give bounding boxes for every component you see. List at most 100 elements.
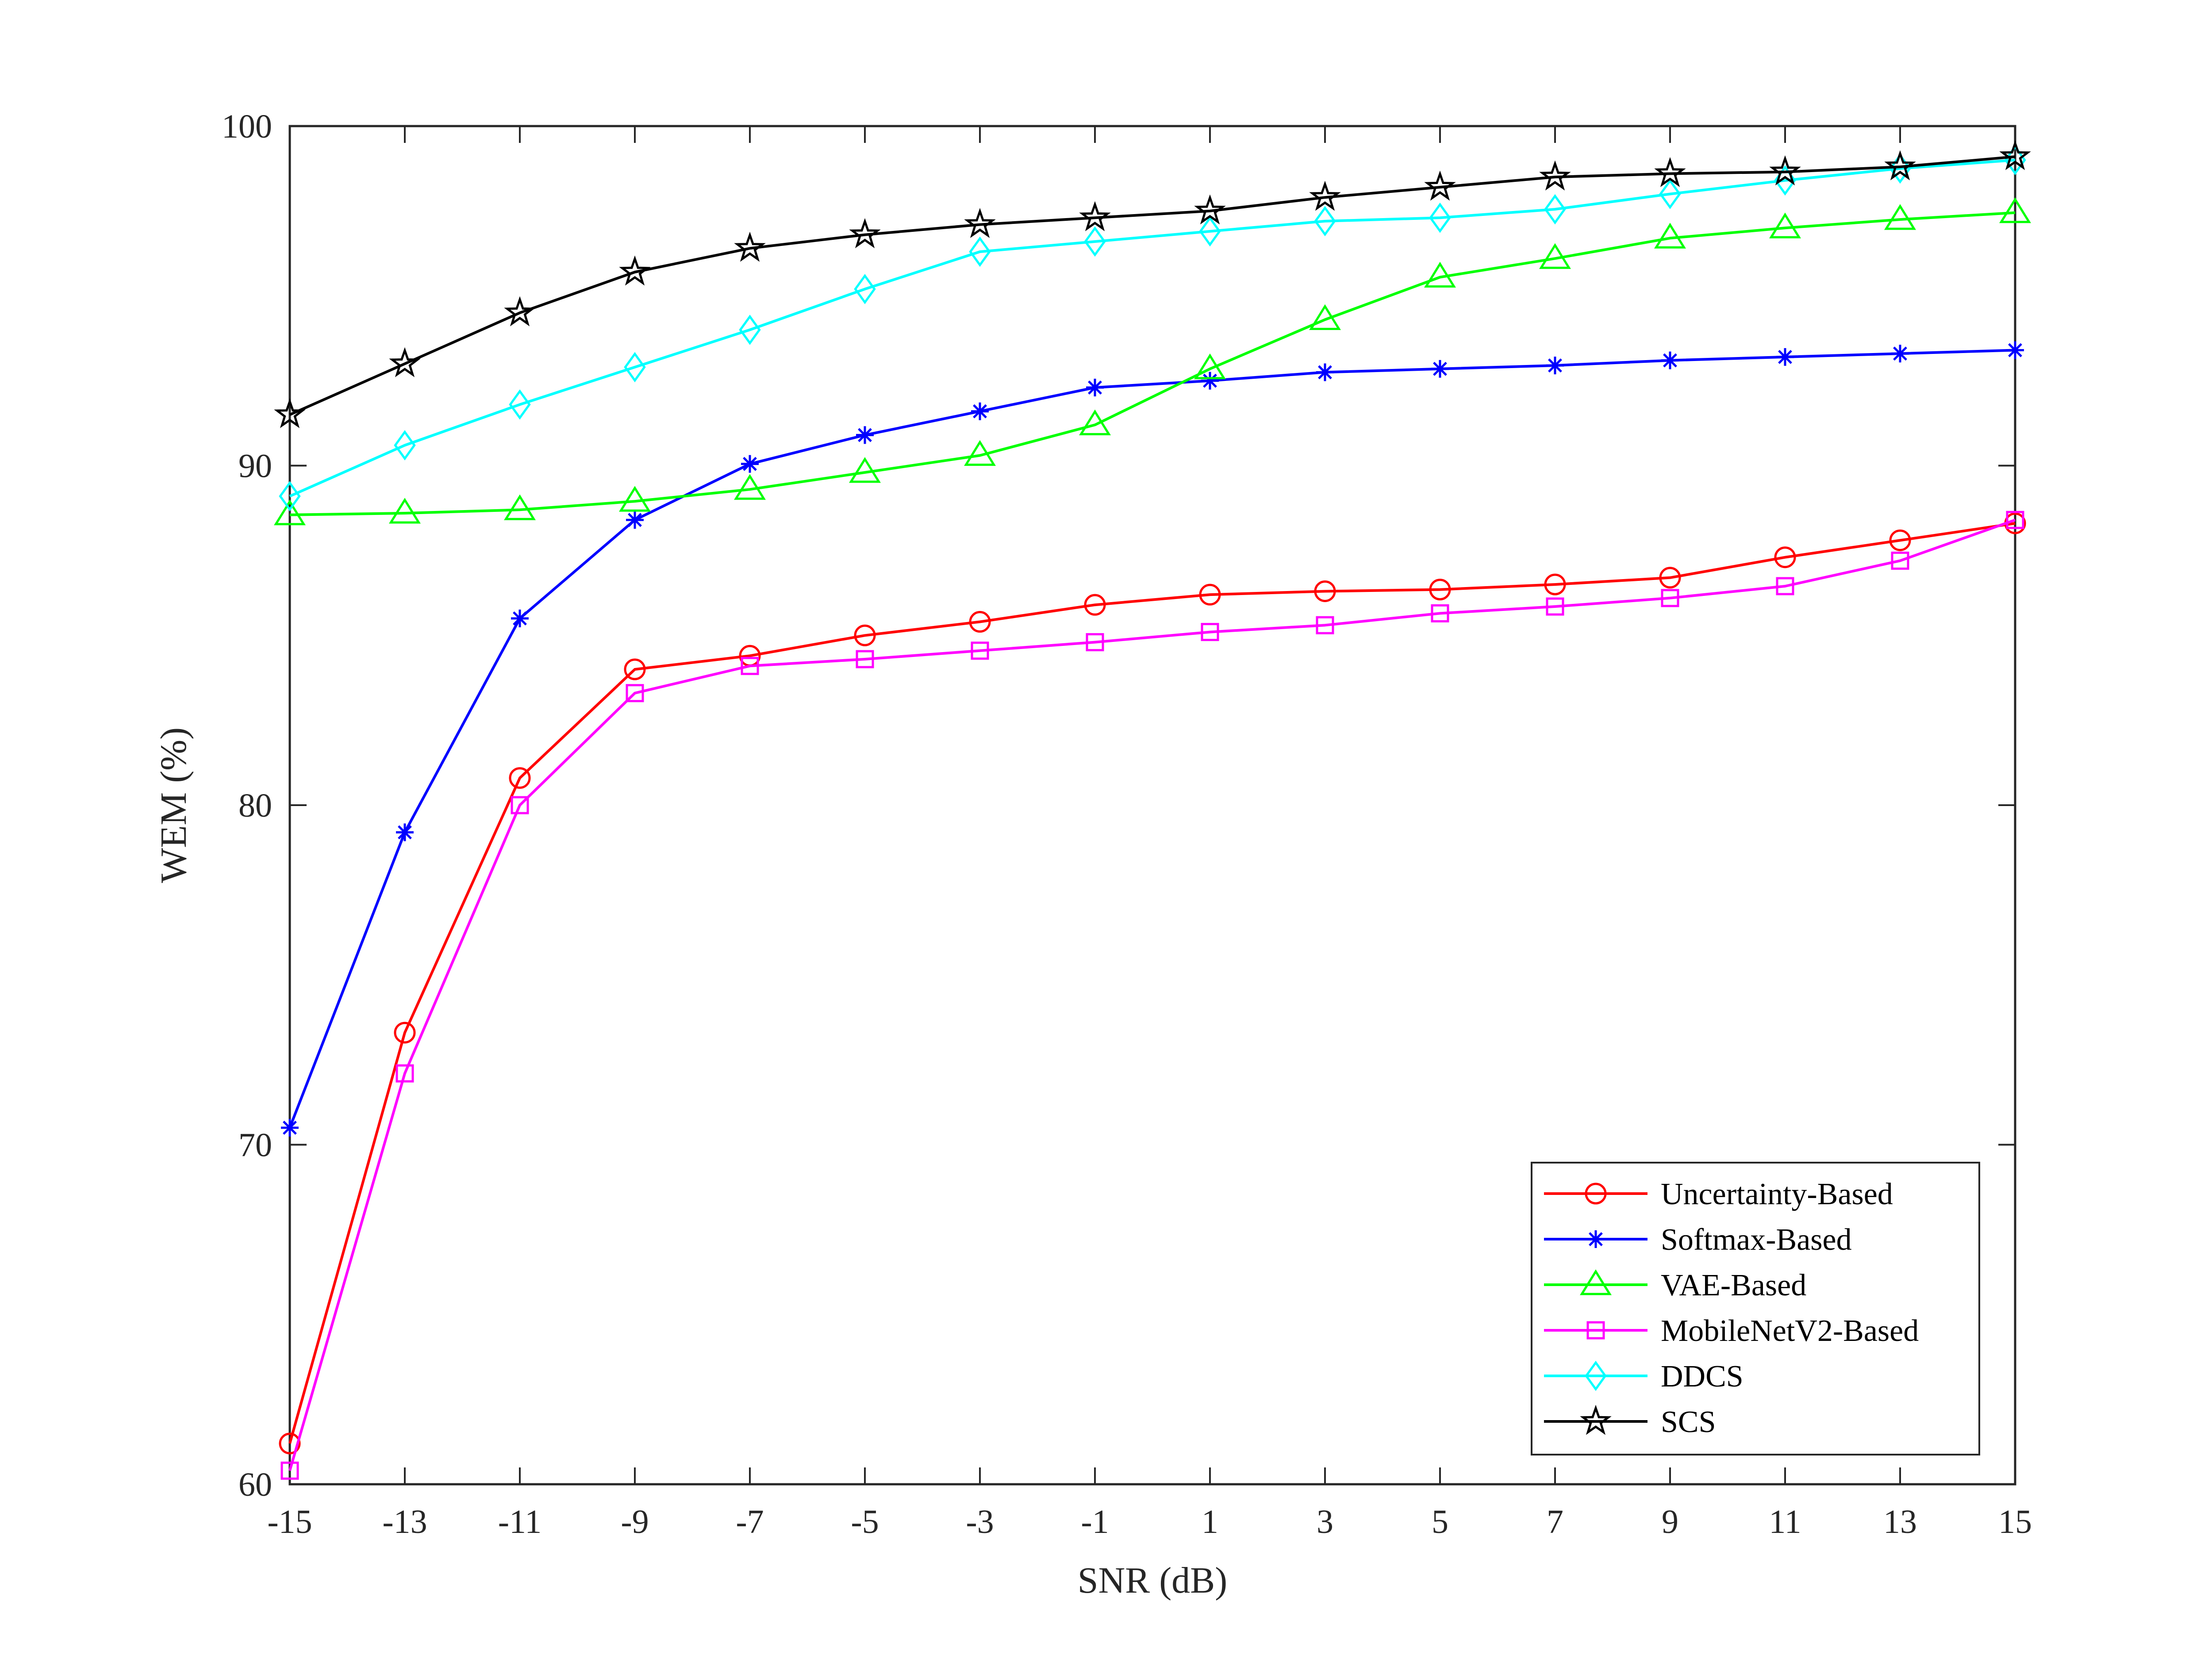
data-point xyxy=(741,455,759,473)
x-tick-label: 7 xyxy=(1547,1503,1563,1540)
x-tick-label: 11 xyxy=(1769,1503,1801,1540)
data-point xyxy=(1884,150,1916,180)
data-point xyxy=(509,389,531,420)
x-axis-tick-labels: -15 -13 -11 -9 -7 -5 -3 -1 1 3 5 7 9 11 13 15 xyxy=(267,1503,2032,1540)
x-tick-label: -1 xyxy=(1081,1503,1109,1540)
legend-entry: Uncertainty-Based xyxy=(1544,1177,1893,1211)
data-point xyxy=(619,255,651,286)
x-tick-label: -5 xyxy=(851,1503,879,1540)
data-point xyxy=(1431,360,1449,378)
data-point xyxy=(1429,579,1451,601)
data-point xyxy=(1774,546,1796,568)
legend-box xyxy=(1531,1162,1980,1455)
series-softmax-based xyxy=(281,341,2024,1137)
data-point xyxy=(279,481,301,511)
data-point xyxy=(849,218,881,249)
data-point xyxy=(1776,577,1794,595)
data-point xyxy=(1654,223,1686,249)
data-point xyxy=(1316,616,1334,634)
x-axis-label: SNR (dB) xyxy=(1078,1560,1227,1601)
data-point xyxy=(1539,160,1571,191)
data-point xyxy=(1199,584,1221,606)
legend-label: SCS xyxy=(1661,1405,1716,1439)
legend-marker xyxy=(1580,1269,1612,1295)
data-point xyxy=(964,440,996,466)
series-line xyxy=(289,211,2016,516)
data-point xyxy=(1201,372,1219,390)
data-point xyxy=(969,236,991,267)
data-point xyxy=(1544,573,1566,595)
data-point xyxy=(1194,194,1226,225)
data-point xyxy=(389,347,421,377)
data-point xyxy=(1309,304,1341,330)
data-point xyxy=(1314,580,1336,602)
data-point xyxy=(969,611,991,633)
data-point xyxy=(504,296,536,326)
data-point xyxy=(1661,351,1679,369)
data-point xyxy=(734,231,766,262)
data-point xyxy=(1079,201,1111,231)
x-tick-label: 3 xyxy=(1317,1503,1333,1540)
legend-marker xyxy=(1580,1405,1612,1435)
x-tick-label: -15 xyxy=(267,1503,312,1540)
data-point xyxy=(1316,363,1334,381)
legend-entry: VAE-Based xyxy=(1544,1268,1806,1302)
data-point xyxy=(1309,180,1341,211)
data-point xyxy=(1769,212,1801,238)
data-point xyxy=(394,430,416,461)
data-point xyxy=(1659,567,1681,589)
data-point xyxy=(626,511,644,529)
data-point xyxy=(971,402,989,420)
x-tick-label: 5 xyxy=(1432,1503,1448,1540)
x-tick-label: -13 xyxy=(382,1503,427,1540)
data-point xyxy=(1194,353,1226,380)
data-point xyxy=(1776,348,1794,366)
x-tick-label: -7 xyxy=(736,1503,764,1540)
data-point xyxy=(396,1064,414,1083)
x-tick-label: 15 xyxy=(1998,1503,2032,1540)
legend-entry: MobileNetV2-Based xyxy=(1544,1314,1919,1348)
legend-label: MobileNetV2-Based xyxy=(1661,1314,1919,1348)
data-point xyxy=(1891,551,1909,570)
data-point xyxy=(1884,204,1916,230)
legend-entry: SCS xyxy=(1544,1405,1716,1439)
data-point xyxy=(1546,597,1564,616)
data-point xyxy=(1659,179,1681,209)
data-point xyxy=(739,315,761,345)
data-point xyxy=(626,684,644,703)
data-point xyxy=(274,499,306,526)
y-tick-label: 60 xyxy=(238,1466,272,1503)
legend-label: Uncertainty-Based xyxy=(1661,1177,1893,1211)
data-point xyxy=(849,457,881,483)
data-point xyxy=(504,494,536,520)
legend: Uncertainty-Based Softmax-Based VAE-Based M… xyxy=(1531,1162,1980,1455)
data-point xyxy=(1086,633,1104,652)
y-tick-label: 100 xyxy=(222,108,272,145)
data-point xyxy=(854,624,876,646)
data-point xyxy=(1544,194,1566,225)
data-point xyxy=(274,398,306,428)
x-tick-label: -9 xyxy=(621,1503,649,1540)
x-tick-label: -3 xyxy=(966,1503,994,1540)
series-line xyxy=(289,155,2016,416)
legend-label: DDCS xyxy=(1661,1359,1743,1394)
data-point xyxy=(619,486,651,512)
data-point xyxy=(1424,261,1456,288)
legend-marker xyxy=(1587,1230,1605,1248)
data-point xyxy=(280,1461,299,1480)
series-line xyxy=(288,522,2016,1444)
legend-entry: Softmax-Based xyxy=(1544,1223,1852,1257)
data-point xyxy=(1199,216,1221,247)
data-point xyxy=(1086,378,1104,396)
legend-marker xyxy=(1585,1183,1607,1205)
legend-label: Softmax-Based xyxy=(1661,1223,1852,1257)
series-ddcs xyxy=(279,145,2026,511)
data-point xyxy=(511,796,529,814)
data-point xyxy=(741,657,759,675)
data-point xyxy=(856,426,874,444)
data-point xyxy=(1889,153,1911,184)
y-axis-label: WEM (%) xyxy=(153,727,194,883)
y-tick-label: 90 xyxy=(238,448,272,485)
series-mobilenetv2-based xyxy=(280,511,2024,1480)
